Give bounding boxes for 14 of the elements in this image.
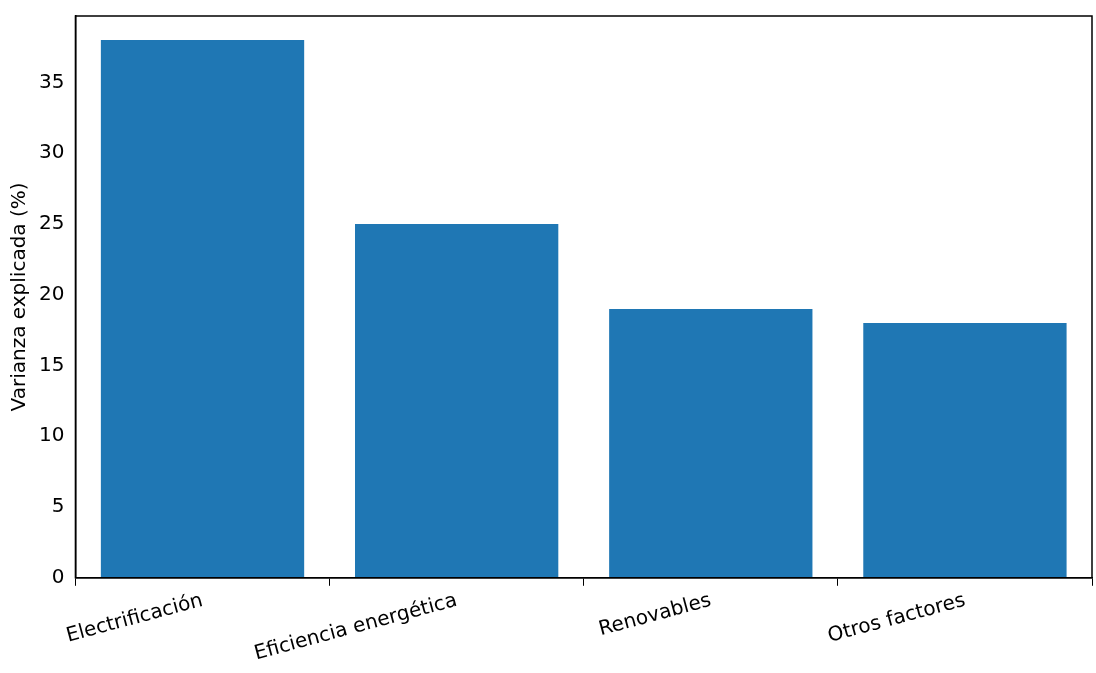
bar bbox=[355, 224, 559, 578]
bar bbox=[609, 308, 813, 578]
y-tick-label: 15 bbox=[39, 351, 65, 376]
y-tick-label: 10 bbox=[39, 422, 65, 447]
y-axis-title: Varianza explicada (%) bbox=[6, 182, 31, 412]
x-tick-label: Otros factores bbox=[824, 587, 968, 647]
y-tick-label: 35 bbox=[39, 68, 65, 93]
y-tick-label: 20 bbox=[39, 280, 65, 305]
y-tick-label: 0 bbox=[51, 563, 65, 588]
y-tick-label: 30 bbox=[39, 139, 65, 164]
y-tick-label: 5 bbox=[51, 493, 65, 518]
y-tick-label: 25 bbox=[39, 210, 65, 235]
bar bbox=[100, 40, 305, 578]
bar bbox=[863, 323, 1067, 578]
